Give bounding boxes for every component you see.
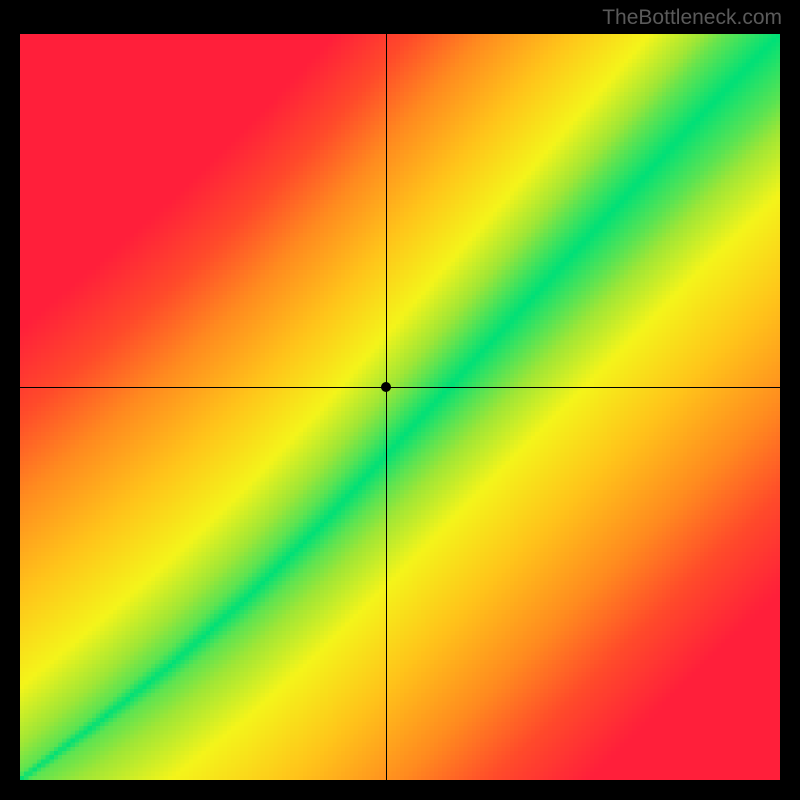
crosshair-vertical bbox=[386, 34, 387, 780]
watermark-text: TheBottleneck.com bbox=[602, 6, 782, 30]
heatmap-plot bbox=[20, 34, 780, 780]
heatmap-canvas bbox=[20, 34, 780, 780]
crosshair-marker bbox=[381, 382, 391, 392]
crosshair-horizontal bbox=[20, 387, 780, 388]
